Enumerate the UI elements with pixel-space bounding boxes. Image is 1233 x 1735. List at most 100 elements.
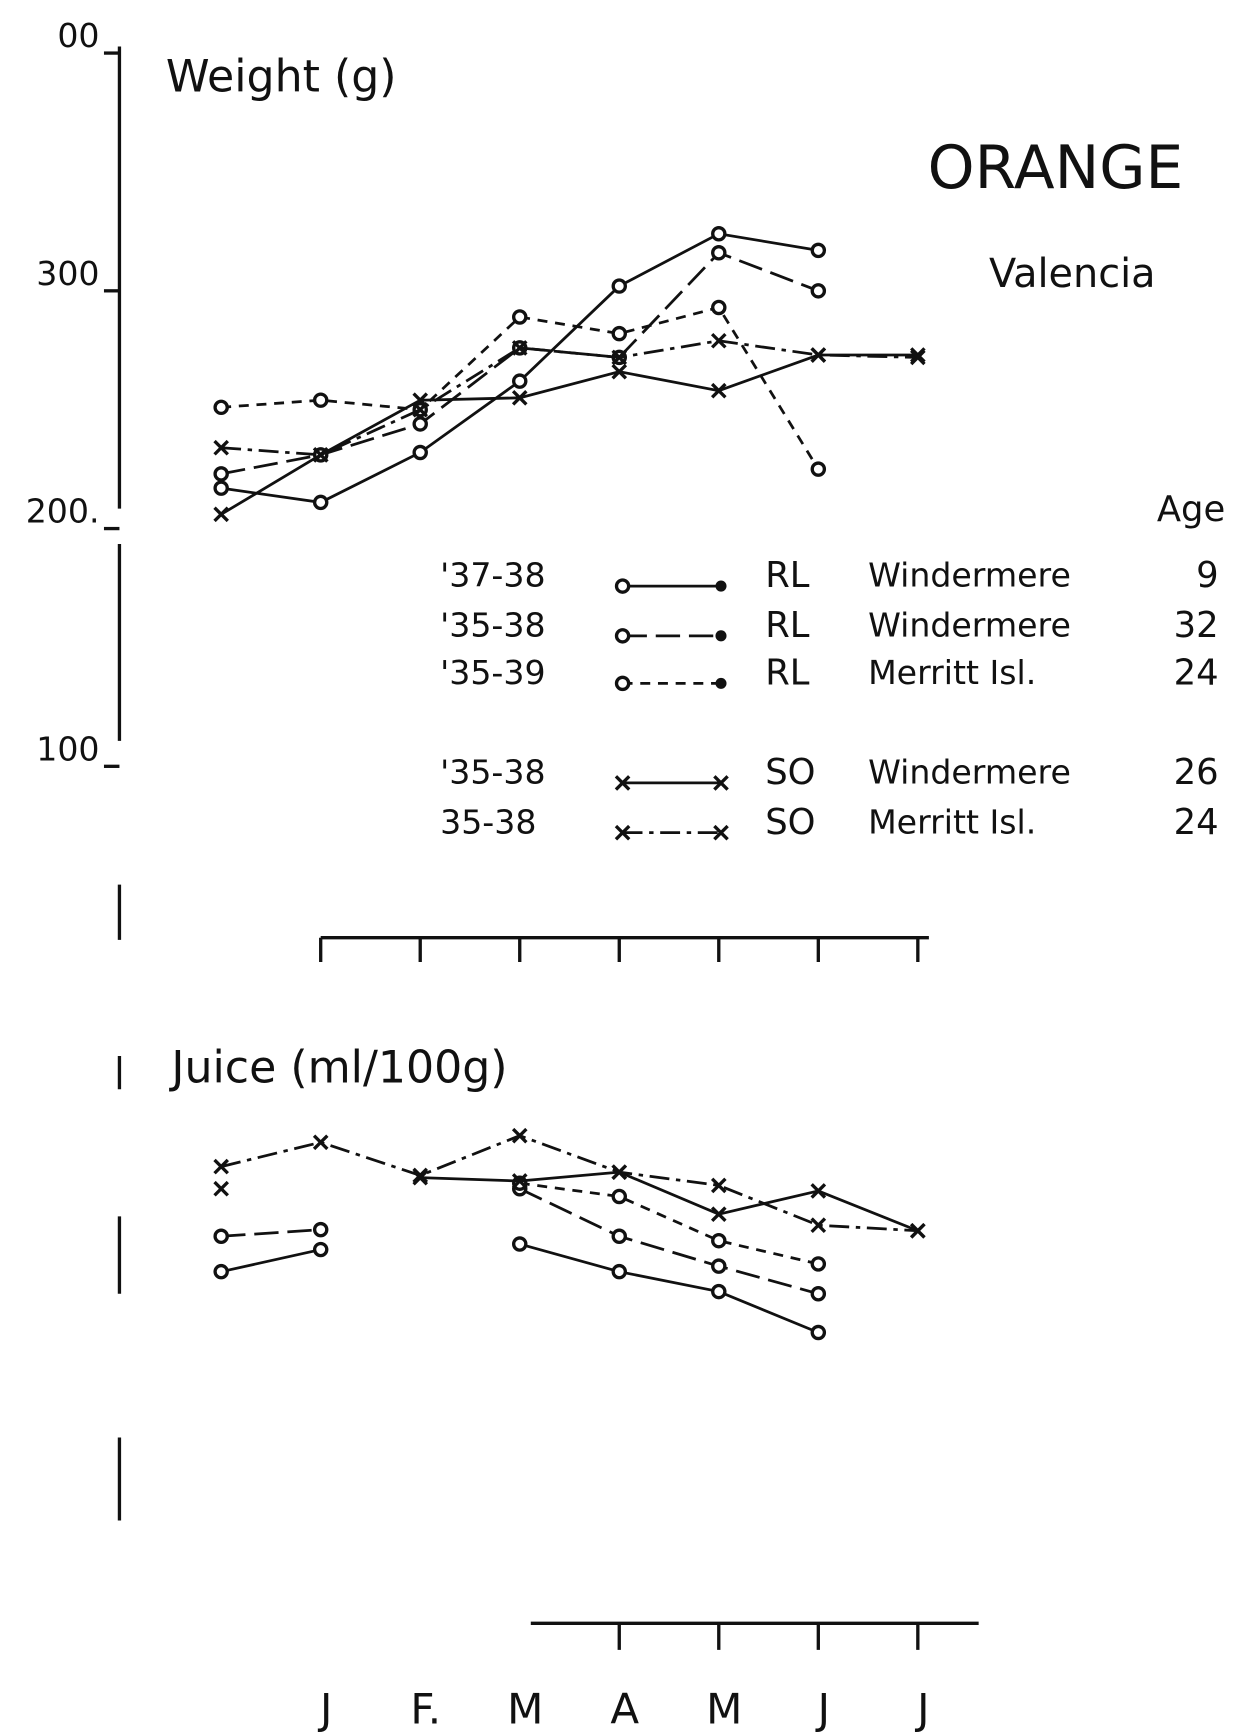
legend-location: Windermere [868, 753, 1071, 792]
point [810, 242, 827, 259]
legend-dot [715, 677, 727, 689]
series-line [519, 1242, 819, 1334]
legend-location: Merritt Isl. [868, 802, 1036, 841]
point [711, 226, 727, 242]
point [611, 1263, 628, 1280]
point [614, 775, 631, 791]
legend-dot [715, 630, 727, 642]
y-axis-label: Weight (g) [166, 52, 397, 103]
x-tick-label: M [507, 1684, 543, 1733]
point [611, 1164, 628, 1180]
point [713, 824, 729, 841]
point [512, 1236, 528, 1252]
legend-age: 24 [1174, 653, 1219, 694]
point [213, 506, 229, 523]
x-tick-label: J [317, 1684, 332, 1733]
legend-age: 24 [1174, 802, 1219, 843]
point [213, 1263, 229, 1280]
point [213, 466, 229, 482]
legend-header: Age [1157, 489, 1225, 530]
series-line [221, 339, 918, 457]
point [710, 1177, 727, 1194]
point [511, 1173, 528, 1189]
point [312, 494, 329, 511]
point [614, 675, 631, 692]
x-tick-label: F. [410, 1684, 441, 1733]
point [611, 1228, 628, 1245]
point [810, 283, 827, 299]
point [713, 775, 729, 791]
legend-period: '35-38 [440, 605, 545, 644]
point [312, 1221, 329, 1238]
series-line [220, 1134, 918, 1233]
legend-stock: SO [765, 752, 815, 793]
point [213, 1180, 229, 1197]
legend-location: Windermere [868, 605, 1071, 644]
point [810, 347, 827, 363]
point [810, 1183, 827, 1199]
y-axis-label: Juice (ml/100g) [168, 1042, 507, 1093]
point [213, 1158, 229, 1175]
legend-age: 32 [1174, 605, 1219, 646]
point [910, 347, 926, 363]
legend-age: 26 [1174, 752, 1219, 793]
legend-location: Merritt Isl. [868, 653, 1036, 692]
x-axis-bottom [530, 1621, 979, 1650]
point [810, 1256, 827, 1272]
point [512, 373, 528, 389]
chart-subtitle: Valencia [989, 251, 1156, 297]
point [412, 444, 428, 461]
point [614, 578, 631, 594]
point [412, 401, 429, 418]
point [511, 390, 528, 406]
legend-period: '35-39 [440, 653, 545, 692]
legend-stock: RL [765, 605, 810, 646]
legend-stock: RL [765, 653, 810, 694]
series-line [519, 1187, 819, 1296]
point [711, 1232, 727, 1249]
legend-stock: SO [765, 802, 815, 843]
legend-period: '37-38 [440, 556, 545, 595]
point [710, 382, 727, 399]
point [710, 332, 727, 349]
y-tick-label: 100 [36, 729, 99, 768]
legend-stock: RL [765, 555, 810, 596]
point [512, 309, 528, 325]
point [711, 299, 727, 316]
point [810, 1324, 827, 1341]
legend-period: '35-38 [440, 753, 545, 792]
point [611, 363, 628, 380]
point [312, 1134, 329, 1151]
x-tick-label: A [610, 1684, 639, 1733]
series-line [220, 1248, 321, 1274]
y-tick-label: 300 [36, 254, 99, 293]
y-tick-label: 00 [57, 16, 99, 55]
point [213, 399, 229, 416]
series-line [220, 251, 819, 476]
legend-dot [715, 580, 727, 592]
point [611, 325, 628, 342]
point [511, 340, 528, 356]
point [910, 1222, 926, 1239]
point [810, 461, 827, 477]
point [614, 824, 631, 841]
axes [117, 46, 979, 1650]
point [810, 1286, 827, 1302]
point [611, 1188, 628, 1205]
point [711, 1258, 727, 1274]
point [312, 447, 329, 463]
point [710, 1206, 727, 1222]
point [614, 628, 631, 644]
point [711, 245, 727, 261]
series-line [221, 1228, 321, 1238]
x-tick-label: J [914, 1684, 929, 1733]
point [511, 1127, 528, 1144]
point [213, 439, 229, 456]
series-line [420, 1170, 919, 1233]
x-tick-label: J [815, 1684, 830, 1733]
point [312, 392, 329, 408]
chart-title: ORANGE [928, 134, 1184, 203]
x-tick-label: M [706, 1684, 742, 1733]
series-line [519, 1181, 819, 1266]
